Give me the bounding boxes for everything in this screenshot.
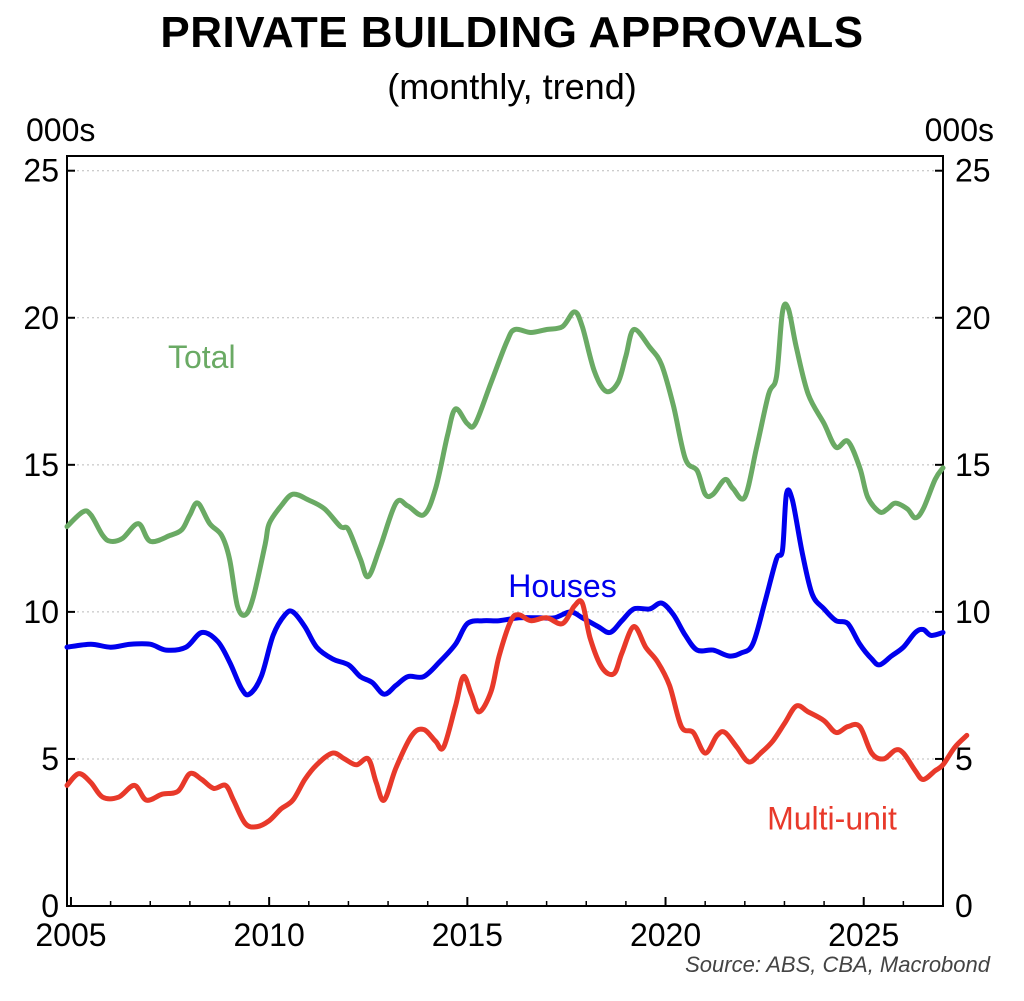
y-tick-label-right: 10	[955, 594, 991, 630]
series-label-houses: Houses	[508, 568, 617, 604]
series-layer	[64, 301, 970, 830]
chart-subtitle: (monthly, trend)	[387, 66, 637, 107]
x-tick-label: 2025	[828, 917, 899, 953]
plot-frame	[66, 155, 944, 907]
y-tick-label-left: 20	[23, 300, 59, 336]
x-tick-label: 2015	[432, 917, 503, 953]
y-unit-left: 000s	[26, 112, 96, 148]
gridlines	[67, 170, 943, 760]
series-line-houses	[64, 487, 946, 698]
series-line-total	[64, 301, 946, 618]
source-note: Source: ABS, CBA, Macrobond	[685, 952, 990, 977]
y-tick-label-left: 5	[41, 741, 59, 777]
y-tick-label-right: 0	[955, 888, 973, 924]
y-tick-label-left: 10	[23, 594, 59, 630]
series-line-multi-unit	[64, 598, 970, 830]
y-tick-label-right: 5	[955, 741, 973, 777]
y-tick-label-left: 25	[23, 153, 59, 189]
x-tick-label: 2020	[630, 917, 701, 953]
series-labels: Total Houses Multi-unit	[168, 339, 897, 837]
x-tick-label: 2010	[234, 917, 305, 953]
y-unit-right: 000s	[924, 112, 994, 148]
x-tick-label: 2005	[35, 917, 106, 953]
y-tick-label-right: 25	[955, 153, 991, 189]
series-label-multi-unit: Multi-unit	[767, 801, 897, 837]
y-tick-label-left: 15	[23, 447, 59, 483]
y-tick-label-left: 0	[41, 888, 59, 924]
y-tick-label-right: 15	[955, 447, 991, 483]
series-label-total: Total	[168, 339, 236, 375]
y-tick-label-right: 20	[955, 300, 991, 336]
chart-title: PRIVATE BUILDING APPROVALS	[160, 8, 864, 57]
